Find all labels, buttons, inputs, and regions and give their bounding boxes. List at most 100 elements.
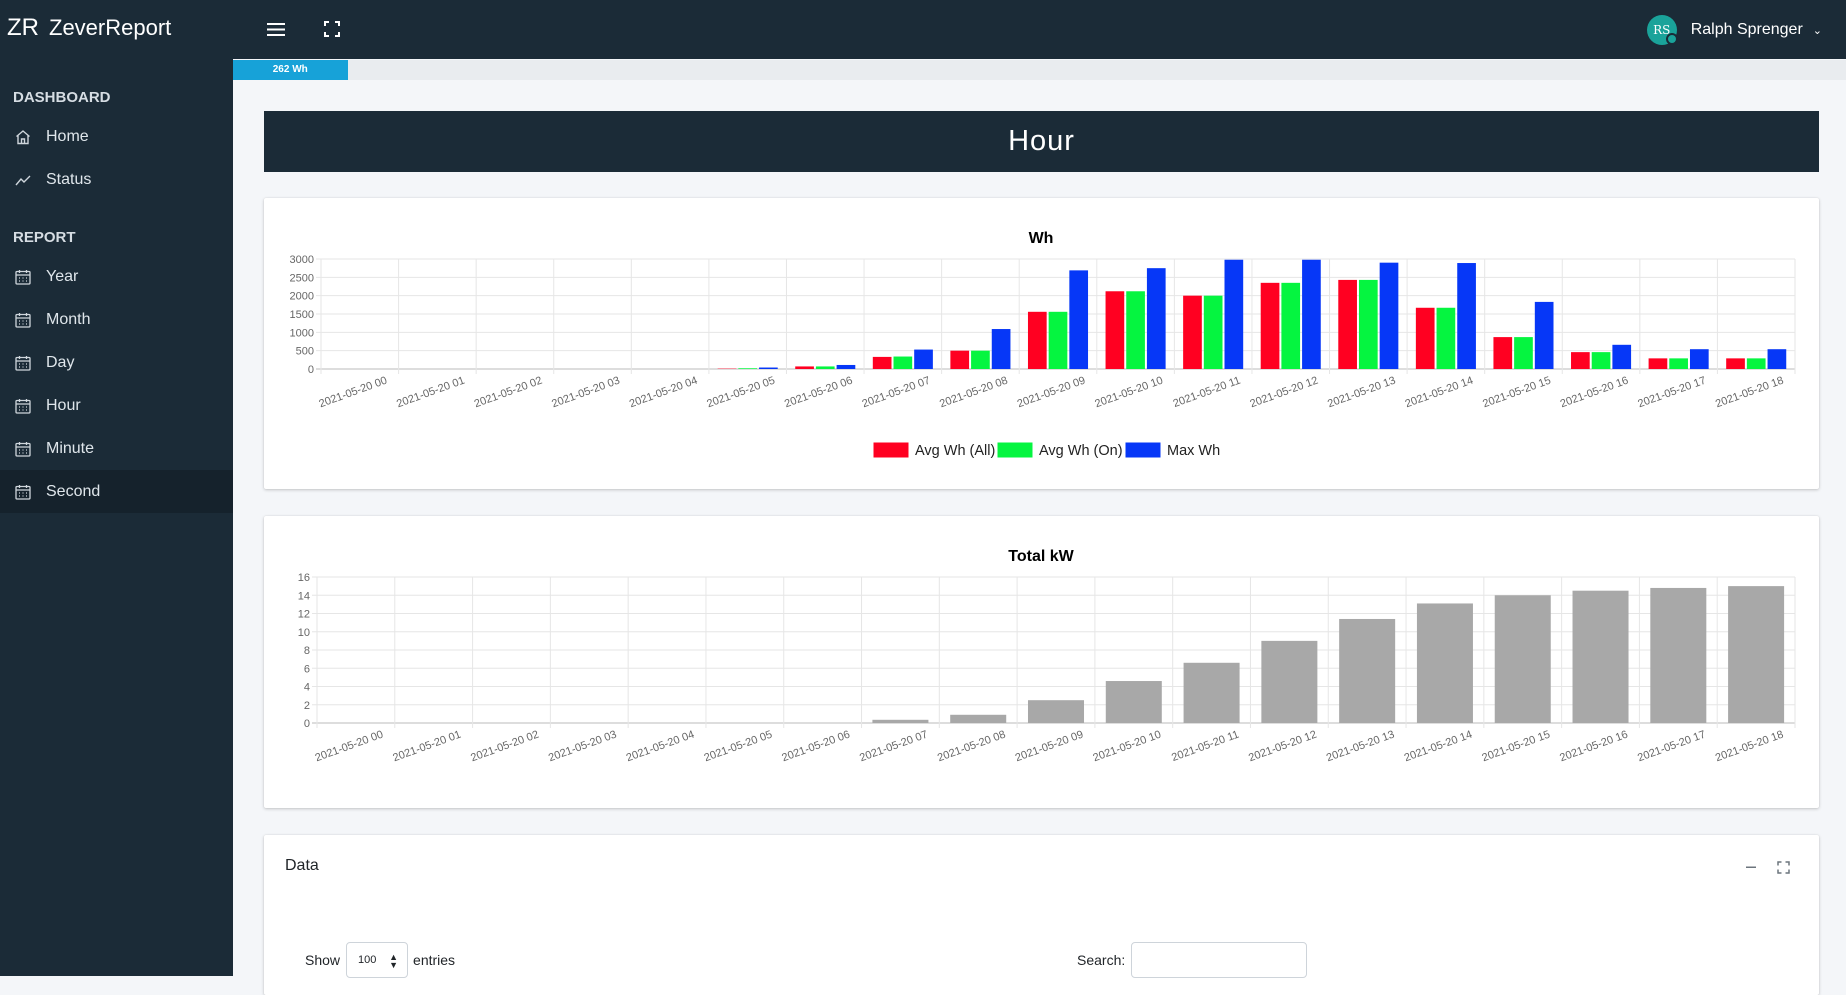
x-tick-label: 2021-05-20 16	[1558, 729, 1629, 765]
x-tick-label: 2021-05-20 08	[938, 375, 1009, 411]
bar[interactable]	[738, 368, 757, 369]
y-tick-label: 2000	[290, 291, 314, 303]
bar[interactable]	[1106, 291, 1125, 369]
bar[interactable]	[1493, 337, 1512, 369]
sidebar-item-year[interactable]: Year	[0, 255, 233, 298]
x-tick-label: 2021-05-20 12	[1248, 375, 1319, 411]
bar[interactable]	[893, 357, 912, 369]
bar[interactable]	[1183, 296, 1202, 369]
maximize-button[interactable]	[1773, 857, 1793, 877]
collapse-button[interactable]	[1741, 857, 1761, 877]
x-tick-label: 2021-05-20 13	[1326, 375, 1397, 411]
y-tick-label: 10	[298, 627, 310, 639]
x-tick-label: 2021-05-20 10	[1093, 375, 1164, 411]
bar[interactable]	[1726, 358, 1745, 369]
bar[interactable]	[950, 351, 969, 369]
bar[interactable]	[1573, 591, 1629, 723]
x-tick-label: 2021-05-20 06	[783, 375, 854, 411]
sidebar-item-second[interactable]: Second	[0, 470, 233, 513]
progress-bar: 262 Wh	[233, 60, 348, 80]
x-tick-label: 2021-05-20 09	[1014, 729, 1085, 765]
bar[interactable]	[759, 368, 778, 369]
x-tick-label: 2021-05-20 00	[317, 375, 388, 411]
bar[interactable]	[1380, 263, 1399, 369]
bar[interactable]	[1184, 663, 1240, 723]
bar[interactable]	[1747, 358, 1766, 369]
calendar-icon	[13, 441, 33, 457]
bar[interactable]	[837, 365, 856, 369]
bar[interactable]	[1612, 345, 1631, 369]
bar[interactable]	[1261, 641, 1317, 723]
bar[interactable]	[795, 366, 814, 369]
bar[interactable]	[1028, 700, 1084, 723]
bar[interactable]	[1028, 312, 1047, 369]
sidebar-section-dashboard: DASHBOARD	[0, 89, 111, 106]
bar[interactable]	[1416, 308, 1435, 369]
fullscreen-button[interactable]	[316, 14, 348, 44]
bar[interactable]	[1592, 352, 1611, 369]
bar[interactable]	[1495, 595, 1551, 723]
bar[interactable]	[1225, 260, 1244, 369]
bar[interactable]	[1069, 270, 1088, 369]
calendar-icon	[13, 484, 33, 500]
bar[interactable]	[1571, 352, 1590, 369]
hamburger-icon	[267, 22, 285, 37]
legend-swatch	[873, 442, 909, 458]
x-tick-label: 2021-05-20 06	[780, 729, 851, 765]
legend-swatch	[997, 442, 1033, 458]
search-input[interactable]	[1131, 942, 1307, 978]
bar[interactable]	[1514, 337, 1533, 369]
bar[interactable]	[914, 350, 933, 369]
x-tick-label: 2021-05-20 10	[1091, 729, 1162, 765]
x-tick-label: 2021-05-20 02	[469, 729, 540, 765]
bar[interactable]	[1126, 291, 1145, 369]
bar[interactable]	[872, 720, 928, 723]
bar[interactable]	[1338, 280, 1357, 369]
bar[interactable]	[1437, 308, 1456, 369]
bar[interactable]	[1728, 586, 1784, 723]
bar[interactable]	[1535, 302, 1554, 369]
y-tick-label: 1000	[290, 327, 314, 339]
sidebar-item-label: Year	[46, 268, 78, 286]
bar[interactable]	[971, 351, 990, 369]
bar[interactable]	[1649, 358, 1668, 369]
bar[interactable]	[1261, 283, 1280, 369]
bar[interactable]	[873, 357, 892, 369]
bar[interactable]	[1147, 268, 1166, 369]
bar[interactable]	[992, 329, 1011, 369]
entries-length-control: Show 100 ▲▼ entries	[305, 942, 455, 978]
bar[interactable]	[1417, 603, 1473, 723]
bar[interactable]	[816, 366, 835, 369]
bar[interactable]	[1650, 588, 1706, 723]
user-menu[interactable]: RS Ralph Sprenger ⌄	[1647, 14, 1822, 46]
bar[interactable]	[1359, 280, 1378, 369]
expand-icon	[1777, 861, 1790, 874]
bar[interactable]	[950, 715, 1006, 723]
y-tick-label: 3000	[290, 254, 314, 266]
bar[interactable]	[1302, 260, 1321, 369]
search-label: Search:	[1077, 952, 1125, 968]
bar[interactable]	[1457, 263, 1476, 369]
x-tick-label: 2021-05-20 17	[1636, 375, 1707, 411]
bar[interactable]	[1339, 619, 1395, 723]
legend-label: Avg Wh (All)	[915, 443, 995, 459]
bar[interactable]	[1768, 349, 1787, 369]
y-tick-label: 2500	[290, 272, 314, 284]
sidebar-item-minute[interactable]: Minute	[0, 427, 233, 470]
sidebar-item-month[interactable]: Month	[0, 298, 233, 341]
x-tick-label: 2021-05-20 11	[1170, 729, 1241, 764]
x-tick-label: 2021-05-20 02	[473, 375, 544, 411]
bar[interactable]	[1690, 349, 1709, 369]
sidebar-item-home[interactable]: Home	[0, 115, 233, 158]
bar[interactable]	[1669, 358, 1688, 369]
entries-select[interactable]: 100 ▲▼	[346, 942, 408, 978]
bar[interactable]	[1106, 681, 1162, 723]
sidebar-item-day[interactable]: Day	[0, 341, 233, 384]
sidebar-item-hour[interactable]: Hour	[0, 384, 233, 427]
bar[interactable]	[1049, 312, 1068, 369]
bar[interactable]	[1281, 283, 1300, 369]
sidebar-item-status[interactable]: Status	[0, 158, 233, 201]
menu-toggle-button[interactable]	[260, 14, 292, 44]
bar[interactable]	[1204, 296, 1223, 369]
